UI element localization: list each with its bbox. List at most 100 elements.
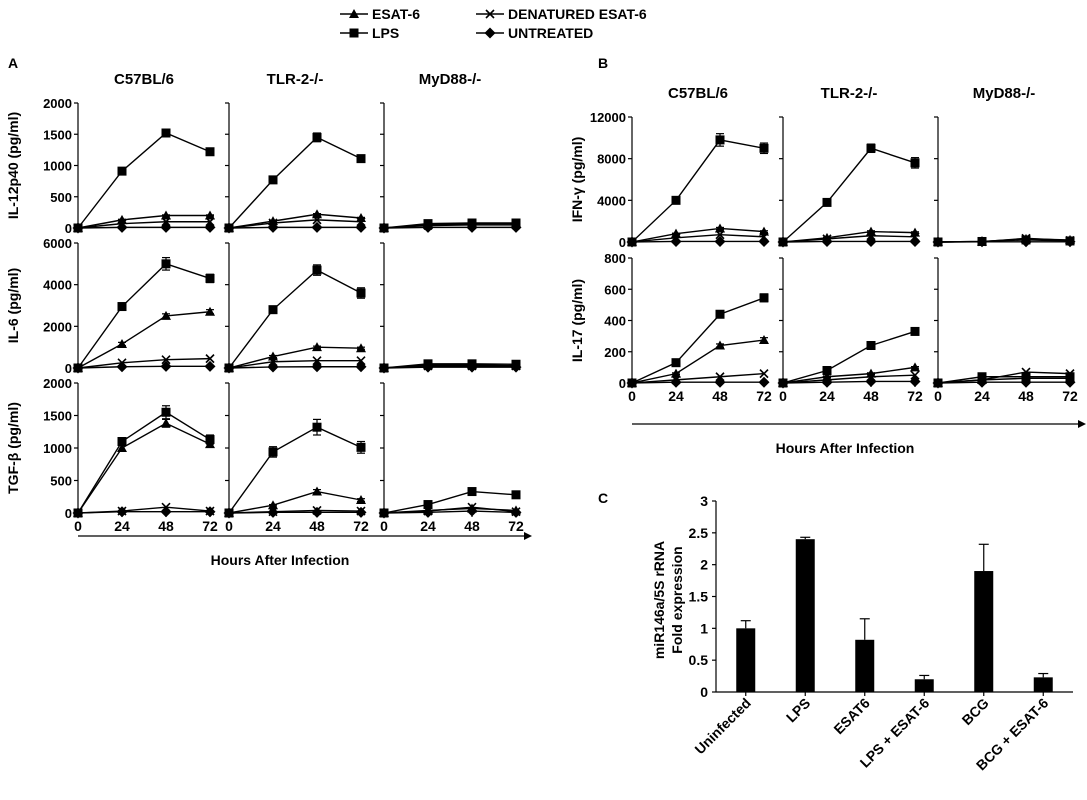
subplot-c57bl-6: C57BL/6 0 4000 8000 12000 bbox=[590, 85, 770, 250]
series-lps bbox=[224, 264, 366, 373]
subplot-myd88: MyD88-/- bbox=[378, 71, 522, 234]
series-line bbox=[228, 213, 362, 229]
data-point bbox=[117, 437, 127, 446]
data-point bbox=[312, 209, 322, 219]
series-line bbox=[383, 226, 516, 229]
bar bbox=[1033, 677, 1053, 692]
series-line bbox=[631, 227, 765, 243]
data-point bbox=[161, 210, 171, 220]
y-tick-label: 3 bbox=[700, 493, 708, 509]
chart-ifn-pg-ml: IFN-γ (pg/ml) C57BL/6 0 4000 8000 12000 TLR-2-… bbox=[569, 85, 1076, 250]
series-denatured-esat-6 bbox=[627, 369, 769, 388]
data-point bbox=[161, 355, 171, 365]
data-point bbox=[116, 361, 128, 373]
plots: IL-12p40 (pg/ml)C57BL/60500100015002000T… bbox=[5, 71, 1086, 773]
x-tick-label: 48 bbox=[464, 518, 480, 534]
y-axis-label: TGF-β (pg/ml) bbox=[5, 402, 21, 494]
subplot-myd88 bbox=[378, 242, 522, 374]
series-line bbox=[77, 311, 211, 369]
y-axis-label: IL-17 (pg/ml) bbox=[569, 279, 585, 362]
series-line bbox=[228, 226, 361, 229]
data-point bbox=[311, 361, 323, 373]
x-tick-label: ESAT6 bbox=[830, 695, 873, 738]
data-point bbox=[205, 506, 215, 516]
series-line bbox=[77, 357, 211, 369]
data-point bbox=[715, 135, 725, 145]
data-point bbox=[312, 356, 322, 366]
data-point bbox=[73, 363, 83, 373]
chart-tgf-pg-ml: TGF-β (pg/ml) 0 500 1000 1500 2000 0 24 48 72 0 24 4… bbox=[5, 376, 532, 540]
bar bbox=[974, 571, 994, 692]
bar-bcg: BCG bbox=[959, 543, 994, 728]
y-tick-label: 500 bbox=[50, 474, 72, 489]
y-axis-label: miR146a/5S rRNA Fold expression bbox=[651, 541, 685, 659]
y-tick-label: 1000 bbox=[43, 441, 72, 456]
data-point bbox=[1065, 236, 1075, 246]
y-tick-label: 0 bbox=[619, 235, 626, 250]
series-lps bbox=[627, 293, 769, 388]
data-point bbox=[423, 505, 433, 515]
data-point bbox=[910, 362, 920, 372]
x-tick-label: 24 bbox=[114, 518, 130, 534]
data-point bbox=[355, 221, 367, 233]
data-point bbox=[467, 359, 477, 369]
y-tick-label: 1500 bbox=[43, 409, 72, 424]
y-tick-label: 2000 bbox=[43, 376, 72, 391]
data-point bbox=[116, 221, 128, 233]
x-tick-label: 0 bbox=[934, 388, 942, 404]
panel-label-c: C bbox=[598, 490, 608, 506]
data-point bbox=[467, 218, 477, 228]
series-line bbox=[228, 346, 362, 369]
data-point bbox=[356, 356, 366, 366]
series-lps bbox=[73, 128, 215, 233]
series-line bbox=[77, 411, 211, 514]
data-point bbox=[977, 236, 987, 246]
data-point bbox=[423, 359, 433, 369]
data-point bbox=[73, 223, 83, 233]
data-point bbox=[117, 339, 127, 349]
panel-label-a: A bbox=[8, 55, 18, 71]
series-denatured-esat-6 bbox=[224, 356, 366, 373]
legend-marker-square bbox=[349, 28, 359, 38]
data-point bbox=[161, 418, 171, 428]
data-point bbox=[379, 223, 389, 233]
column-title: C57BL/6 bbox=[114, 71, 174, 88]
series-line bbox=[77, 214, 210, 229]
column-title: MyD88-/- bbox=[973, 85, 1036, 102]
series-lps bbox=[379, 359, 521, 373]
data-point bbox=[312, 132, 322, 142]
series-line bbox=[77, 263, 211, 369]
data-point bbox=[160, 221, 172, 233]
data-point bbox=[822, 197, 832, 207]
y-axis-label-line: miR146a/5S rRNA bbox=[651, 541, 667, 659]
series-line bbox=[782, 147, 916, 243]
data-point bbox=[910, 326, 920, 336]
series-line bbox=[782, 374, 916, 384]
data-point bbox=[627, 237, 637, 247]
series-lps bbox=[73, 405, 215, 518]
data-point bbox=[161, 128, 171, 138]
subplot-c57bl-6: 0 2000 4000 6000 bbox=[43, 236, 216, 376]
y-tick-label: 4000 bbox=[597, 193, 626, 208]
subplot-myd88: MyD88-/- bbox=[932, 85, 1076, 248]
data-point bbox=[759, 293, 769, 303]
data-point bbox=[117, 302, 127, 312]
bar-esat6: ESAT6 bbox=[830, 618, 875, 738]
series-line bbox=[631, 234, 765, 243]
chart-il-17-pg-ml: IL-17 (pg/ml) 0 200 400 600 800 0 24 48 72 0 24 48 72… bbox=[569, 251, 1086, 428]
series-line bbox=[631, 297, 765, 384]
data-point bbox=[822, 232, 832, 242]
data-point bbox=[866, 368, 876, 378]
data-point bbox=[205, 210, 215, 220]
data-point bbox=[160, 360, 172, 372]
data-point bbox=[467, 487, 477, 497]
data-point bbox=[205, 354, 215, 364]
data-point bbox=[671, 195, 681, 205]
series-denatured-esat-6 bbox=[73, 502, 215, 518]
data-point bbox=[356, 343, 366, 353]
y-tick-label: 1500 bbox=[43, 127, 72, 142]
y-tick-label: 800 bbox=[604, 251, 626, 266]
data-point bbox=[759, 335, 769, 345]
series-line bbox=[228, 219, 362, 229]
column-title: TLR-2-/- bbox=[821, 85, 878, 102]
